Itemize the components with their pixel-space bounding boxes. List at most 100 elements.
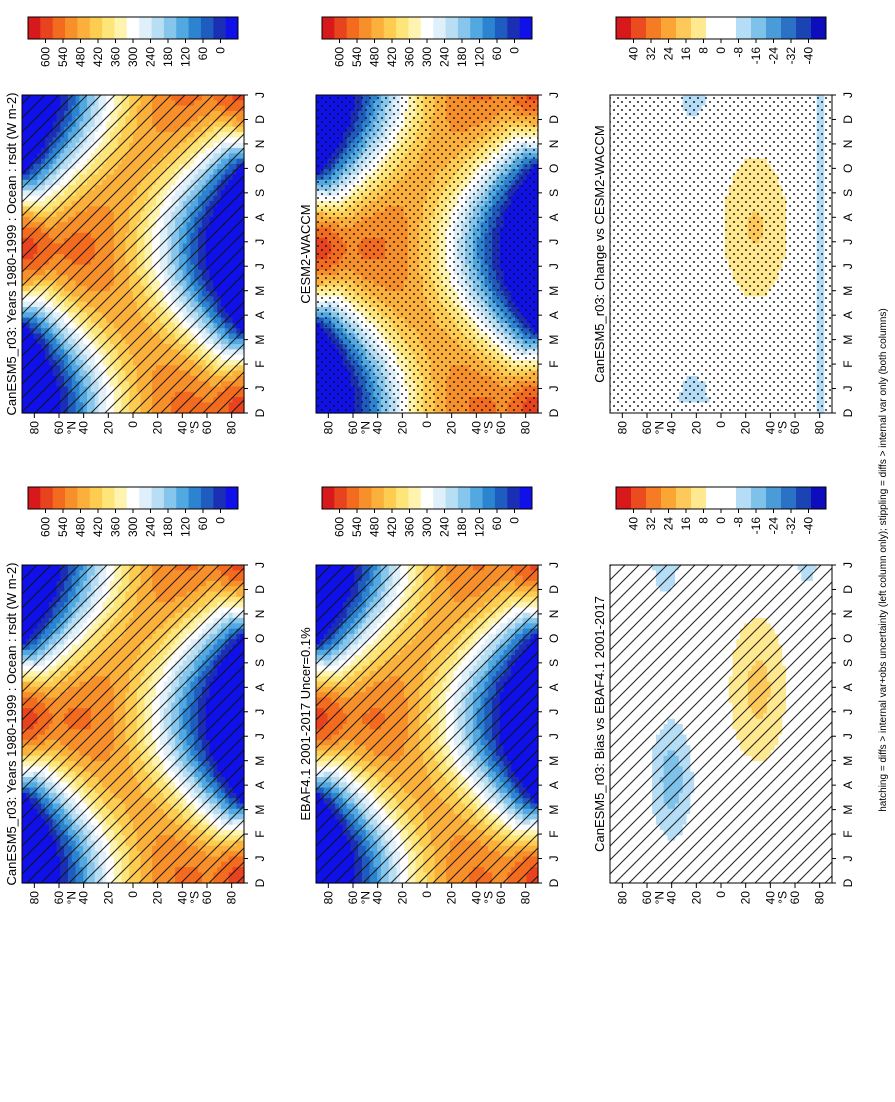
- overlay-hatch: [22, 565, 244, 883]
- panel-title: CanESM5_r03: Change vs CESM2-WACCM: [592, 125, 607, 382]
- month-tick-label: N: [547, 140, 561, 149]
- colorbar-tick-label: 24: [662, 47, 676, 61]
- lat-tick-label: 80: [27, 421, 41, 435]
- overlay-hatch: [22, 95, 244, 413]
- month-tick-label: M: [841, 756, 855, 766]
- month-tick-label: N: [841, 610, 855, 619]
- month-tick-label: D: [547, 878, 561, 887]
- month-tick-label: A: [841, 311, 855, 319]
- colorbar-tick-label: 420: [91, 47, 105, 67]
- month-tick-label: J: [547, 709, 561, 715]
- month-tick-label: J: [547, 562, 561, 568]
- colorbar-tick-label: 540: [350, 517, 364, 537]
- colorbar-tick-label: 16: [679, 47, 693, 61]
- colorbar-tick-label: 0: [214, 517, 228, 524]
- colorbar-tick-label: 360: [403, 47, 417, 67]
- lat-tick-label: 60: [52, 891, 66, 905]
- lat-tick-label: 80: [813, 421, 827, 435]
- colorbar-tick-label: 360: [403, 517, 417, 537]
- month-tick-label: A: [547, 683, 561, 691]
- month-tick-label: D: [253, 115, 267, 124]
- lat-tick-label: 60: [200, 891, 214, 905]
- colorbar-tick-label: 32: [644, 517, 658, 531]
- month-tick-label: J: [547, 263, 561, 269]
- month-tick-label: O: [253, 164, 267, 173]
- month-tick-label: M: [253, 805, 267, 815]
- month-tick-label: S: [841, 189, 855, 197]
- colorbar-tick-label: 360: [109, 517, 123, 537]
- lat-tick-label: 40: [77, 421, 91, 435]
- month-tick-label: J: [841, 709, 855, 715]
- month-tick-label: J: [253, 733, 267, 739]
- month-tick-label: J: [253, 562, 267, 568]
- colorbar-tick-label: 40: [627, 517, 641, 531]
- month-tick-label: M: [253, 286, 267, 296]
- lat-tick-label: 40: [175, 421, 189, 435]
- month-tick-label: D: [547, 115, 561, 124]
- colorbar-tick-label: 300: [420, 517, 434, 537]
- lat-tick-label: 20: [151, 421, 165, 435]
- lat-hemisphere-label: °S: [482, 421, 496, 434]
- colorbar-tick-label: 60: [490, 517, 504, 531]
- lat-tick-label: 40: [665, 891, 679, 905]
- colorbar-tick-label: 300: [126, 517, 140, 537]
- month-tick-label: F: [547, 360, 561, 367]
- colorbar-tick-label: 540: [56, 517, 70, 537]
- lat-tick-label: 40: [665, 421, 679, 435]
- lat-tick-label: 0: [714, 421, 728, 428]
- lat-tick-label: 40: [175, 891, 189, 905]
- lat-tick-label: 80: [225, 891, 239, 905]
- month-tick-label: M: [841, 805, 855, 815]
- month-tick-label: J: [253, 239, 267, 245]
- lat-hemisphere-label: °S: [188, 891, 202, 904]
- colorbar-tick-label: 40: [627, 47, 641, 61]
- colorbar-tick-label: -24: [767, 517, 781, 535]
- colorbar-tick-label: 420: [91, 517, 105, 537]
- lat-tick-label: 40: [371, 891, 385, 905]
- month-tick-label: J: [841, 856, 855, 862]
- panel-bottom-left: 80 60 40 20 0 20 40 60 80°N °SDJFMAMJJASONDJCanES…: [592, 486, 855, 905]
- lat-tick-label: 0: [126, 891, 140, 898]
- colorbar-tick-label: 300: [126, 47, 140, 67]
- colorbar-tick-label: 60: [196, 47, 210, 61]
- colorbar-tick-label: 0: [508, 47, 522, 54]
- month-tick-label: A: [841, 213, 855, 221]
- colorbar-tick-label: 120: [179, 517, 193, 537]
- colorbar-tick-label: 180: [161, 47, 175, 67]
- lat-tick-label: 0: [714, 891, 728, 898]
- month-tick-label: M: [253, 335, 267, 345]
- panel-top-left: 80 60 40 20 0 20 40 60 80 °N °S D J F M A M J J A S O N D J CanES…: [4, 486, 267, 905]
- month-tick-label: J: [841, 562, 855, 568]
- lat-hemisphere-label: °N: [652, 421, 666, 434]
- lat-tick-label: 60: [52, 421, 66, 435]
- lat-hemisphere-label: °S: [776, 421, 790, 434]
- panel-middle-left: 80 60 40 20 0 20 40 60 80 °N °S D J F M A M J J A S O N D J EBAF4…: [298, 486, 561, 905]
- lat-tick-label: 40: [469, 421, 483, 435]
- lat-tick-label: 20: [395, 421, 409, 435]
- colorbar-tick-label: 8: [697, 47, 711, 54]
- colorbar-tick-label: -24: [767, 47, 781, 65]
- lat-hemisphere-label: °N: [652, 891, 666, 904]
- lat-tick-label: 80: [615, 421, 629, 435]
- lat-tick-label: 80: [321, 421, 335, 435]
- colorbar: 600 540 480 420 360 300 240 180 120 60 0: [321, 16, 533, 67]
- colorbar-tick-label: 120: [473, 47, 487, 67]
- month-tick-label: O: [841, 634, 855, 643]
- lat-tick-label: 80: [225, 421, 239, 435]
- colorbar-tick-label: -40: [802, 47, 816, 65]
- month-tick-label: F: [841, 830, 855, 837]
- colorbar-tick-label: 60: [196, 517, 210, 531]
- colorbar-tick-label: -8: [732, 517, 746, 528]
- colorbar-tick-label: 240: [144, 517, 158, 537]
- month-tick-label: D: [841, 115, 855, 124]
- colorbar-tick-label: -16: [749, 517, 763, 535]
- overlay-hatch: [316, 565, 538, 883]
- lat-tick-label: 60: [640, 891, 654, 905]
- colorbar-tick-label: 480: [74, 47, 88, 67]
- lat-tick-label: 60: [640, 421, 654, 435]
- month-tick-label: J: [841, 386, 855, 392]
- overlay-stip: [610, 95, 832, 413]
- colorbar-tick-label: 300: [420, 47, 434, 67]
- lat-tick-label: 40: [763, 421, 777, 435]
